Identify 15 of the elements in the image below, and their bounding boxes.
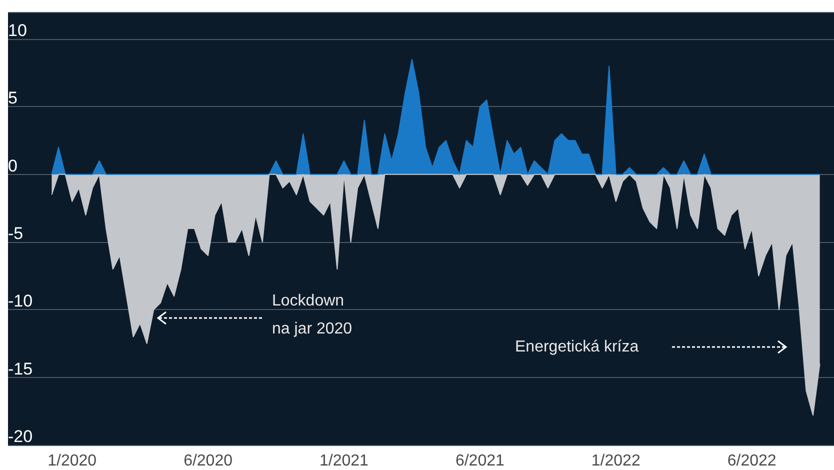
y-tick-label: 10 [8, 21, 27, 40]
y-tick-label: -5 [8, 224, 24, 244]
x-tick-label: 1/2021 [320, 452, 369, 470]
y-tick-label: 0 [8, 156, 18, 176]
x-tick-label: 6/2020 [184, 452, 233, 470]
x-tick-label: 1/2022 [591, 452, 640, 470]
x-tick-label: 6/2022 [727, 452, 776, 470]
x-tick-label: 1/2020 [48, 452, 97, 470]
annotation: Lockdown na jar 2020 [272, 292, 352, 338]
y-tick-label: -20 [8, 427, 33, 446]
annotation: Energetická kríza [515, 338, 639, 356]
y-tick-label: 5 [8, 88, 18, 108]
x-tick-label: 6/2021 [455, 452, 505, 470]
y-tick-label: -15 [8, 359, 33, 378]
y-tick-label: -10 [8, 292, 33, 311]
